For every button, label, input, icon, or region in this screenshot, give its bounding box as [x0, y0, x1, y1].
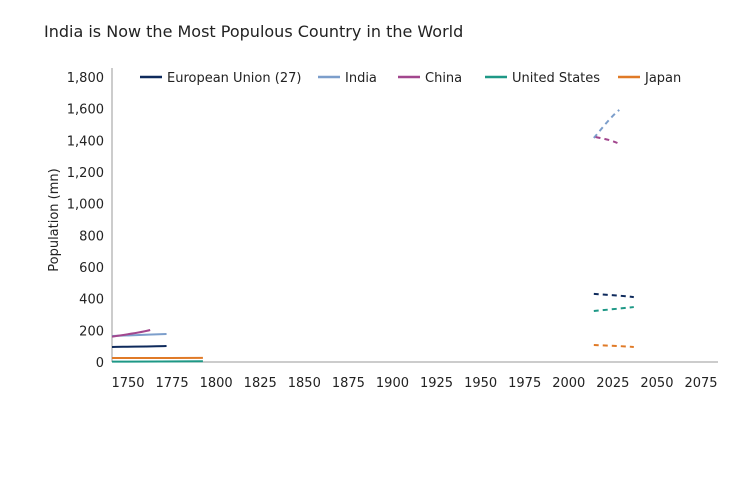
- y-axis-title: Population (mn): [47, 168, 62, 271]
- chart-title: India is Now the Most Populous Country i…: [44, 22, 464, 41]
- x-tick-label: 1925: [420, 376, 453, 391]
- x-tick-label: 2000: [552, 376, 585, 391]
- series-line-projection: [593, 292, 634, 299]
- x-tick-label: 1975: [508, 376, 541, 391]
- series-line-historical: [111, 329, 151, 338]
- x-tick-label: 1875: [332, 376, 365, 391]
- series-line-historical: [111, 345, 167, 348]
- y-tick-label: 0: [96, 356, 104, 371]
- y-tick-label: 400: [79, 293, 104, 308]
- x-tick-label: 1900: [376, 376, 409, 391]
- legend-label: China: [425, 71, 462, 86]
- y-tick-label: 1,000: [67, 198, 104, 213]
- x-tick-label: 2025: [596, 376, 629, 391]
- legend-label: Japan: [644, 71, 681, 86]
- legend: European Union (27) India China United Stat…: [140, 71, 681, 86]
- x-tick-label: 1850: [288, 376, 321, 391]
- axes: 0 200 400 600 800 1,000 1,200 1,400 1,600 1,800 17…: [47, 68, 718, 391]
- x-tick-label: 1750: [111, 376, 144, 391]
- legend-label: European Union (27): [167, 71, 301, 86]
- y-tick-label: 1,600: [67, 103, 104, 118]
- series-lines: [111, 109, 634, 363]
- x-tick-label: 1775: [156, 376, 189, 391]
- line-chart: 0 200 400 600 800 1,000 1,200 1,400 1,600 1,800 17…: [47, 68, 718, 391]
- series-line-projection: [593, 344, 634, 348]
- y-tick-label: 600: [79, 261, 104, 276]
- series-line-projection: [593, 306, 634, 313]
- x-tick-label: 1825: [244, 376, 277, 391]
- y-tick-label: 1,400: [67, 134, 104, 149]
- y-tick-label: 1,800: [67, 71, 104, 86]
- y-tick-label: 800: [79, 229, 104, 244]
- x-tick-label: 1800: [200, 376, 233, 391]
- x-tick-label: 2075: [684, 376, 717, 391]
- series-line-projection: [593, 109, 620, 139]
- x-tick-label: 1950: [464, 376, 497, 391]
- legend-label: India: [345, 71, 377, 86]
- x-tick-label: 2050: [640, 376, 673, 391]
- y-tick-label: 1,200: [67, 166, 104, 181]
- series-line-projection: [595, 136, 618, 144]
- y-tick-label: 200: [79, 324, 104, 339]
- legend-label: United States: [512, 71, 600, 86]
